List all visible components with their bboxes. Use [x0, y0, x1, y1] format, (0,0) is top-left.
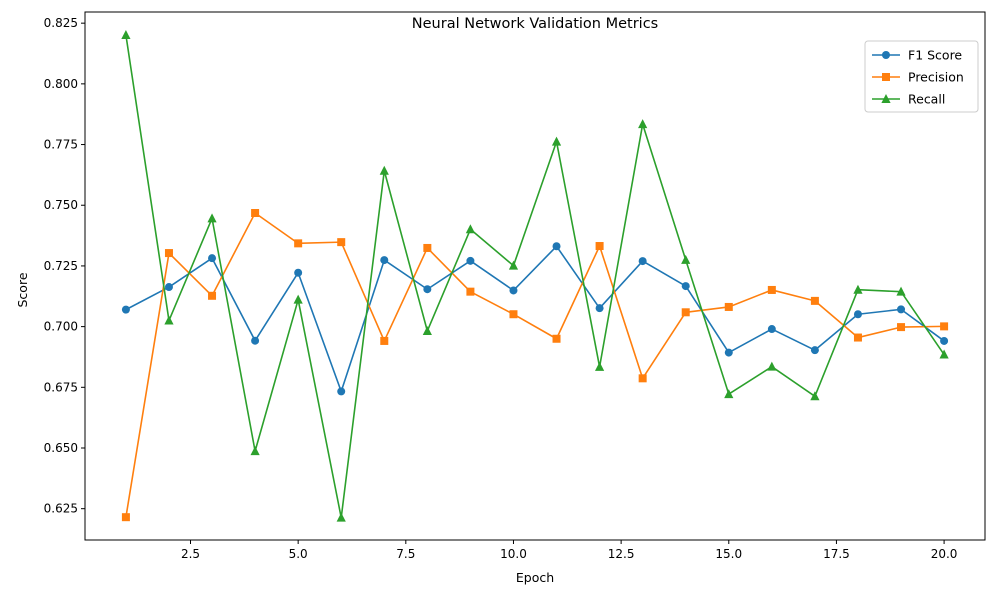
data-point-recall	[164, 315, 174, 325]
series-line-recall	[125, 34, 945, 519]
data-point-recall	[207, 213, 217, 223]
data-point-precision	[638, 374, 647, 383]
data-point-recall	[336, 512, 346, 522]
legend-label-f1-score: F1 Score	[908, 48, 962, 63]
data-point-precision	[509, 310, 518, 319]
y-axis-label: Score	[15, 272, 30, 307]
y-tick-label: 0.625	[44, 502, 78, 516]
data-point-f1-score	[208, 254, 217, 263]
data-point-f1-score	[121, 305, 130, 314]
y-tick-label: 0.775	[44, 138, 78, 152]
data-point-precision	[251, 209, 260, 218]
data-point-f1-score	[595, 304, 604, 313]
data-point-precision	[767, 285, 776, 294]
y-tick-label: 0.675	[44, 380, 78, 394]
data-point-precision	[337, 238, 346, 247]
data-point-f1-score	[251, 336, 260, 345]
data-point-f1-score	[897, 305, 906, 314]
x-tick-label: 2.5	[181, 547, 200, 561]
data-point-f1-score	[423, 285, 432, 294]
x-tick-label: 15.0	[715, 547, 742, 561]
data-point-precision	[940, 322, 949, 331]
data-point-precision	[380, 336, 389, 345]
plot-markers	[121, 30, 949, 522]
data-point-recall	[681, 254, 691, 264]
series-line-f1-score	[125, 245, 945, 393]
data-point-f1-score	[724, 348, 733, 357]
data-point-recall	[638, 119, 648, 129]
x-tick-label: 7.5	[396, 547, 415, 561]
y-tick-label: 0.725	[44, 259, 78, 273]
data-point-recall	[508, 260, 519, 270]
data-point-f1-score	[681, 282, 690, 291]
data-point-precision	[164, 249, 173, 258]
x-tick-label: 20.0	[931, 547, 958, 561]
y-axis-ticks: 0.625 0.650 0.675 0.700 0.725 0.750 0.775 0.800…	[44, 16, 85, 516]
data-point-f1-score	[164, 283, 173, 292]
data-point-precision	[208, 291, 217, 300]
data-point-f1-score	[294, 268, 303, 277]
data-point-precision	[681, 308, 690, 317]
data-point-precision	[853, 333, 862, 342]
legend-marker-recall	[881, 94, 891, 103]
data-point-recall	[853, 284, 863, 294]
data-point-recall	[465, 224, 476, 234]
plot-frame	[84, 11, 986, 541]
legend-marker-precision	[882, 73, 890, 81]
x-axis-ticks: 2.5 5.0 7.5 10.0 12.5 15.0 17.5 20.0	[181, 540, 957, 561]
x-tick-label: 17.5	[823, 547, 850, 561]
x-axis-label: Epoch	[516, 570, 554, 585]
legend: F1 Score Precision Recall	[864, 40, 979, 113]
data-point-recall	[551, 136, 562, 146]
data-point-f1-score	[767, 325, 776, 334]
data-point-recall	[810, 391, 820, 401]
y-tick-label: 0.800	[44, 77, 78, 91]
data-point-recall	[293, 294, 303, 304]
data-point-recall	[767, 361, 777, 371]
data-point-precision	[466, 287, 475, 296]
x-tick-label: 5.0	[289, 547, 308, 561]
plot-lines	[125, 34, 945, 519]
y-tick-label: 0.750	[44, 198, 78, 212]
data-point-precision	[552, 334, 561, 343]
data-point-f1-score	[380, 256, 389, 265]
data-point-f1-score	[810, 346, 819, 355]
data-point-recall	[422, 325, 432, 335]
legend-box	[864, 40, 979, 113]
data-point-f1-score	[853, 310, 862, 319]
data-point-recall	[250, 446, 260, 456]
legend-label-recall: Recall	[908, 92, 945, 107]
data-point-precision	[294, 239, 303, 248]
y-tick-label: 0.650	[44, 441, 78, 455]
x-tick-label: 12.5	[608, 547, 635, 561]
data-point-recall	[379, 165, 389, 175]
data-point-precision	[595, 242, 604, 251]
data-point-precision	[897, 323, 906, 332]
legend-label-precision: Precision	[908, 70, 964, 85]
legend-marker-f1-score	[882, 51, 890, 59]
data-point-f1-score	[552, 242, 561, 251]
series-line-precision	[125, 212, 945, 518]
data-point-precision	[810, 296, 819, 305]
data-point-recall	[121, 30, 131, 40]
data-point-f1-score	[337, 387, 346, 396]
data-point-f1-score	[509, 286, 518, 295]
y-tick-label: 0.700	[44, 320, 78, 334]
data-point-recall	[896, 286, 906, 296]
data-point-precision	[724, 302, 733, 311]
data-point-recall	[594, 361, 605, 371]
x-tick-label: 10.0	[500, 547, 527, 561]
data-point-recall	[939, 349, 949, 359]
data-point-precision	[121, 513, 130, 522]
data-point-f1-score	[638, 257, 647, 266]
data-point-precision	[423, 243, 432, 252]
y-tick-label: 0.825	[44, 16, 78, 30]
data-point-f1-score	[466, 256, 475, 265]
chart-title: Neural Network Validation Metrics	[412, 16, 658, 32]
data-point-recall	[724, 389, 734, 399]
data-point-f1-score	[940, 336, 949, 345]
